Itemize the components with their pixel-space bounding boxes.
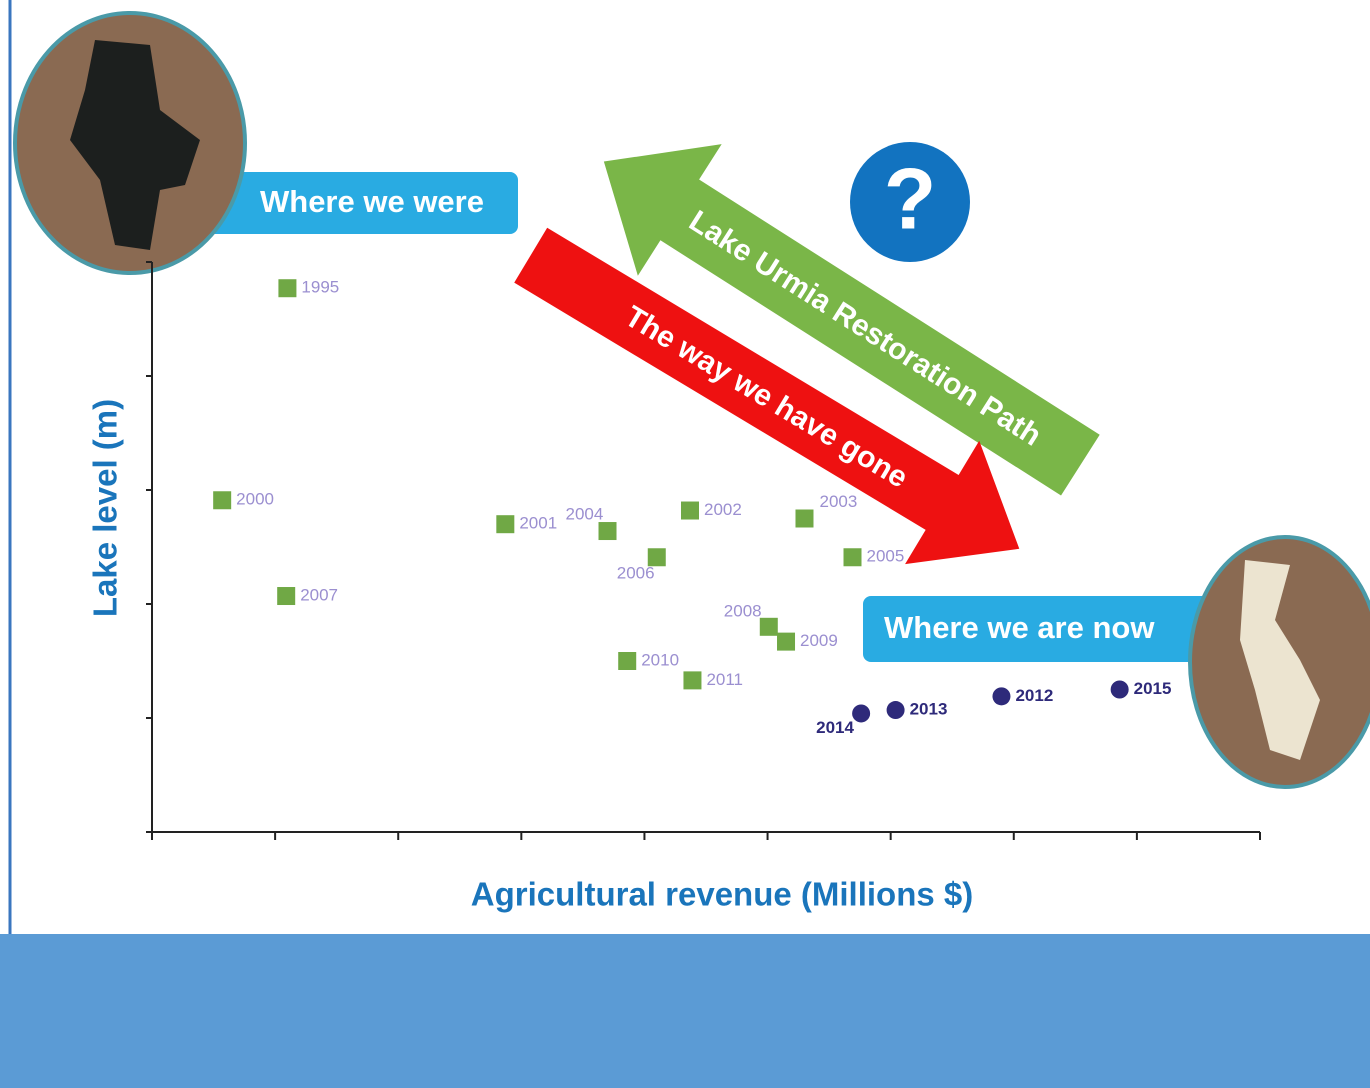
point xyxy=(496,515,514,533)
point-label: 2005 xyxy=(867,547,905,566)
point xyxy=(852,704,870,722)
question-mark: ? xyxy=(884,152,937,248)
point-label: 2010 xyxy=(641,650,679,669)
point xyxy=(760,618,778,636)
point-label: 2014 xyxy=(816,718,854,737)
point-label: 2007 xyxy=(300,586,338,605)
point xyxy=(618,652,636,670)
point-label: 2002 xyxy=(704,500,742,519)
page: Lake Urmia Restoration Path The way we h… xyxy=(0,0,1370,1088)
chart: Lake Urmia Restoration Path The way we h… xyxy=(0,0,1370,1088)
arrows: Lake Urmia Restoration Path The way we h… xyxy=(494,96,1123,611)
point-label: 2012 xyxy=(1015,686,1053,705)
point xyxy=(683,671,701,689)
point xyxy=(213,491,231,509)
past-satellite-image xyxy=(15,13,245,273)
point xyxy=(599,522,617,540)
point xyxy=(992,687,1010,705)
point-label: 2004 xyxy=(566,505,604,524)
point xyxy=(681,502,699,520)
present-label: Where we are now xyxy=(884,610,1155,645)
point-label: 2001 xyxy=(519,514,557,533)
point-label: 2000 xyxy=(236,490,274,509)
point-label: 1995 xyxy=(301,278,339,297)
point-label: 2013 xyxy=(910,700,948,719)
point xyxy=(777,633,795,651)
point-label: 2009 xyxy=(800,631,838,650)
y-axis-title: Lake level (m) xyxy=(87,399,124,617)
footer-band xyxy=(0,934,1370,1088)
point xyxy=(1111,681,1129,699)
point xyxy=(278,279,296,297)
point-label: 2011 xyxy=(706,670,743,689)
point-label: 2003 xyxy=(819,492,857,511)
present-satellite-image xyxy=(1190,537,1370,787)
point-label: 2015 xyxy=(1134,679,1172,698)
point-label: 2008 xyxy=(724,601,762,620)
point xyxy=(277,587,295,605)
x-axis-title: Agricultural revenue (Millions $) xyxy=(471,876,973,913)
past-label: Where we were xyxy=(260,184,484,219)
point xyxy=(844,548,862,566)
point xyxy=(887,701,905,719)
point-label: 2006 xyxy=(617,564,655,583)
point xyxy=(795,510,813,528)
